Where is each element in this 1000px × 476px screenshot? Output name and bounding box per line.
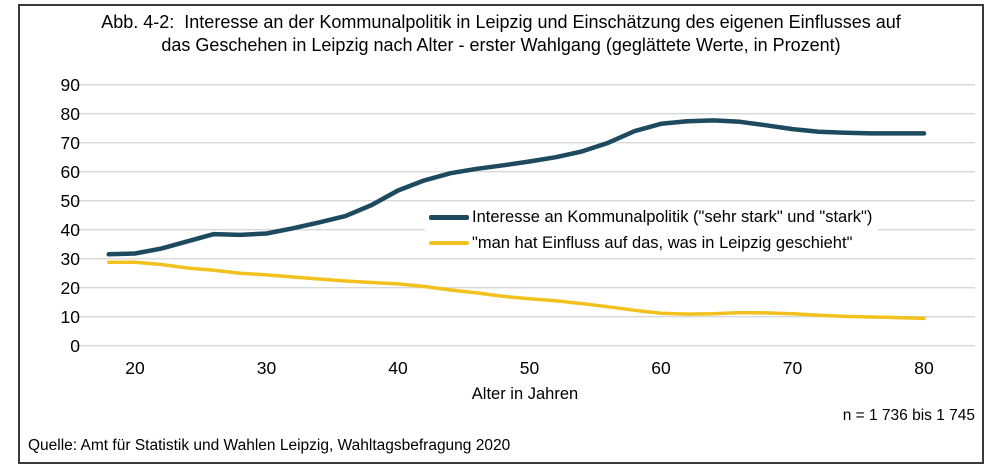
legend-line-swatch-yellow [429,241,469,245]
y-tick-label: 0 [70,335,80,356]
plot-area: 0 10 20 30 40 50 60 70 80 90 20 30 40 50 60 70 80 Alter… [20,58,982,430]
legend-label: Interesse an Kommunalpolitik ("sehr star… [472,207,873,226]
figure-number: Abb. 4-2: [101,12,175,32]
legend-line-swatch-blue [429,214,469,220]
legend-item-interesse: Interesse an Kommunalpolitik ("sehr star… [425,204,879,230]
figure-title-line1: Abb. 4-2: Interesse an der Kommunalpolit… [20,11,982,34]
y-tick-label: 90 [60,74,80,95]
figure-title-text: Interesse an der Kommunalpolitik in Leip… [184,12,901,32]
chart-legend: Interesse an Kommunalpolitik ("sehr star… [425,204,879,256]
figure-title-box: Abb. 4-2: Interesse an der Kommunalpolit… [18,4,984,60]
legend-item-einfluss: "man hat Einfluss auf das, was in Leipzi… [425,230,879,256]
y-tick-label: 10 [60,306,80,327]
y-tick-label: 30 [60,248,80,269]
x-tick-label: 60 [651,358,671,378]
y-tick-label: 40 [60,219,80,240]
x-axis-title: Alter in Jahren [471,385,579,403]
y-tick-label: 80 [60,103,80,124]
data-line-0 [106,118,927,257]
x-tick-label: 50 [519,358,540,378]
data-line-1 [106,260,926,321]
legend-label: "man hat Einfluss auf das, was in Leipzi… [472,233,853,252]
x-tick-label: 30 [256,358,277,378]
sample-size-note: n = 1 736 bis 1 745 [842,407,975,424]
y-tick-label: 50 [60,190,80,211]
chart-box: 0 10 20 30 40 50 60 70 80 90 20 30 40 50 60 70 80 Alter… [18,58,984,432]
source-text: Quelle: Amt für Statistik und Wahlen Lei… [28,437,511,454]
source-box: Quelle: Amt für Statistik und Wahlen Lei… [18,430,984,464]
x-tick-label: 40 [388,358,408,378]
x-tick-label: 70 [782,358,803,378]
figure-title-line2: das Geschehen in Leipzig nach Alter - er… [161,35,841,55]
y-tick-label: 70 [60,132,80,153]
x-tick-label: 80 [914,358,934,378]
x-tick-label: 20 [125,358,145,378]
y-tick-label: 60 [60,161,80,182]
y-tick-label: 20 [60,277,80,298]
